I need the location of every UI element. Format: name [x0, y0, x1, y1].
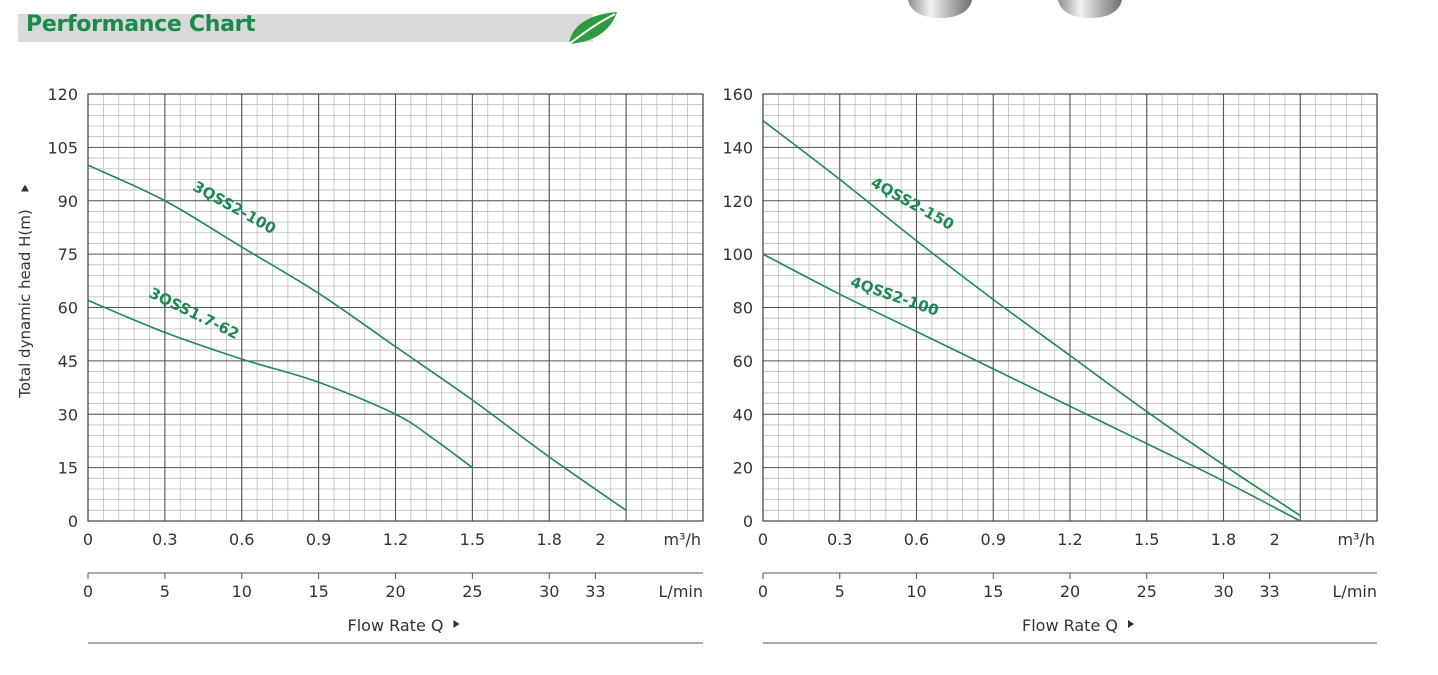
page-title: Performance Chart [26, 12, 256, 37]
y-tick-label: 120 [722, 192, 753, 211]
x2-tick-label: 5 [835, 582, 845, 601]
y-tick-label: 60 [58, 299, 78, 318]
series-label: 3QSS2-100 [190, 177, 279, 237]
series-label: 4QSS2-100 [848, 273, 941, 320]
x2-unit-label: L/min [659, 582, 703, 601]
plot-frame [87, 93, 704, 522]
y-tick-label: 80 [733, 299, 753, 318]
series-label: 3QSS1.7-62 [146, 284, 242, 343]
y-tick-label: 120 [47, 85, 78, 104]
x2-tick-label: 33 [585, 582, 605, 601]
x-unit-label: m³/h [1337, 530, 1375, 549]
x2-tick-label: 20 [385, 582, 405, 601]
x-tick-label: 0 [83, 530, 93, 549]
x-tick-label: 0.9 [306, 530, 331, 549]
x-axis-title: Flow Rate Q [1022, 616, 1118, 635]
x-tick-label: 0.3 [827, 530, 852, 549]
x-tick-label: 1.2 [383, 530, 408, 549]
x-tick-label: 0.3 [152, 530, 177, 549]
plot-frame [762, 93, 1378, 522]
x-axis-title: Flow Rate Q [348, 616, 444, 635]
pump-image [908, 0, 1122, 18]
x-tick-label: 1.2 [1057, 530, 1082, 549]
y-tick-label: 0 [743, 512, 753, 531]
x-tick-label: 2 [595, 530, 605, 549]
x2-tick-label: 15 [983, 582, 1003, 601]
x2-tick-label: 5 [160, 582, 170, 601]
x2-tick-label: 25 [462, 582, 482, 601]
y-tick-label: 0 [68, 512, 78, 531]
y-axis-arrow-icon [21, 184, 29, 192]
y-axis-title: Total dynamic head H(m) [16, 209, 34, 399]
x-tick-label: 0.9 [981, 530, 1006, 549]
x2-tick-label: 30 [539, 582, 559, 601]
x-tick-label: 0.6 [229, 530, 254, 549]
series-line [87, 164, 627, 511]
y-tick-label: 140 [722, 138, 753, 157]
x2-tick-label: 0 [83, 582, 93, 601]
y-tick-label: 15 [58, 459, 78, 478]
x-axis-arrow-icon [453, 620, 460, 628]
x2-tick-label: 10 [232, 582, 252, 601]
y-tick-label: 160 [722, 85, 753, 104]
y-tick-label: 20 [733, 459, 753, 478]
header-bar [18, 14, 593, 42]
x-tick-label: 1.5 [1134, 530, 1159, 549]
x-tick-label: 0 [758, 530, 768, 549]
y-tick-label: 45 [58, 352, 78, 371]
x-tick-label: 1.8 [1211, 530, 1236, 549]
x-tick-label: 1.8 [537, 530, 562, 549]
y-tick-label: 40 [733, 405, 753, 424]
x2-tick-label: 30 [1213, 582, 1233, 601]
y-tick-label: 30 [58, 405, 78, 424]
x-tick-label: 1.5 [460, 530, 485, 549]
y-tick-label: 90 [58, 192, 78, 211]
x2-tick-label: 25 [1137, 582, 1157, 601]
y-tick-label: 100 [722, 245, 753, 264]
x2-tick-label: 20 [1060, 582, 1080, 601]
y-tick-label: 105 [47, 138, 78, 157]
y-tick-label: 60 [733, 352, 753, 371]
x-tick-label: 2 [1270, 530, 1280, 549]
series-line [762, 120, 1301, 517]
y-tick-label: 75 [58, 245, 78, 264]
leaf-icon [568, 12, 617, 45]
x2-tick-label: 33 [1259, 582, 1279, 601]
x-axis-arrow-icon [1128, 620, 1134, 628]
series-label: 4QSS2-150 [868, 173, 957, 233]
x2-unit-label: L/min [1333, 582, 1377, 601]
x-unit-label: m³/h [663, 530, 701, 549]
series-line [87, 299, 473, 469]
x2-tick-label: 15 [308, 582, 328, 601]
x2-tick-label: 10 [906, 582, 926, 601]
series-line [762, 253, 1301, 522]
x-tick-label: 0.6 [904, 530, 929, 549]
x2-tick-label: 0 [758, 582, 768, 601]
